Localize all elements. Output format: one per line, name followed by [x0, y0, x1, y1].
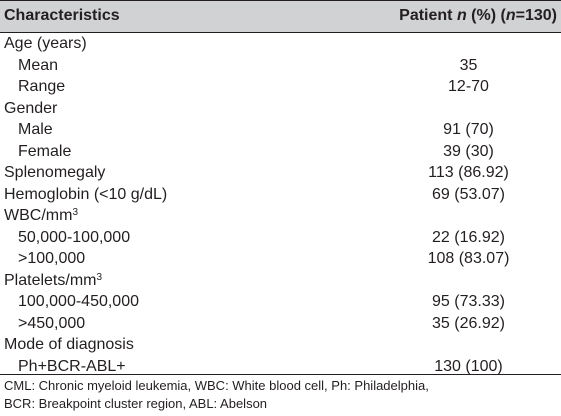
- table-footnote: CML: Chronic myeloid leukemia, WBC: Whit…: [4, 377, 559, 413]
- table-row: >450,000 35 (26.92): [0, 313, 561, 335]
- table-row: Age (years): [0, 33, 561, 55]
- row-label: Platelets/mm3: [4, 270, 102, 292]
- table-row: 50,000-100,000 22 (16.92): [0, 227, 561, 249]
- table-row: Mode of diagnosis: [0, 334, 561, 356]
- row-label: >100,000: [18, 250, 86, 267]
- row-label: Hemoglobin (<10 g/dL): [4, 185, 168, 203]
- row-value: 113 (86.92): [428, 164, 509, 181]
- table-row: >100,000 108 (83.07): [0, 248, 561, 270]
- table-row: Ph+BCR-ABL+ 130 (100): [0, 356, 561, 378]
- row-value: 39 (30): [443, 142, 494, 160]
- header-patient-prefix: Patient: [399, 7, 457, 24]
- row-value: 108 (83.07): [427, 250, 510, 267]
- table-row: Splenomegaly 113 (86.92): [0, 162, 561, 184]
- table-body: Age (years) Mean 35 Range 12-70 Gender Mal…: [0, 33, 561, 377]
- row-label: Splenomegaly: [4, 164, 106, 181]
- row-value: 35: [459, 56, 478, 74]
- table-row: Male 91 (70): [0, 119, 561, 141]
- row-value: 69 (53.07): [432, 185, 505, 203]
- row-label-text: Platelets/mm: [4, 271, 97, 289]
- row-label-text: WBC/mm: [4, 207, 73, 224]
- row-label-sup: 3: [72, 207, 78, 218]
- table-row: Range 12-70: [0, 76, 561, 98]
- table-header: Characteristics Patient n (%) (n=130): [0, 0, 561, 33]
- footnote-line-2: BCR: Breakpoint cluster region, ABL: Abe…: [4, 396, 268, 411]
- table-row: Platelets/mm3: [0, 270, 561, 292]
- row-label-sup: 3: [96, 271, 103, 283]
- row-value: 12-70: [448, 78, 489, 95]
- row-label: Range: [18, 78, 66, 95]
- header-patient: Patient n (%) (n=130): [399, 7, 557, 25]
- row-value: 22 (16.92): [432, 228, 505, 246]
- row-value: 91 (70): [443, 121, 494, 138]
- row-label: 100,000-450,000: [18, 293, 139, 310]
- footnote-line-1: CML: Chronic myeloid leukemia, WBC: Whit…: [4, 378, 429, 393]
- row-value: 95 (73.33): [432, 293, 505, 310]
- row-label: Ph+BCR-ABL+: [18, 357, 126, 375]
- table-row: Female 39 (30): [0, 141, 561, 163]
- table-row: Hemoglobin (<10 g/dL) 69 (53.07): [0, 184, 561, 206]
- table-row: Mean 35: [0, 55, 561, 77]
- table-bottom-rule: [0, 374, 561, 375]
- row-label: 50,000-100,000: [18, 228, 131, 246]
- row-label: Female: [18, 142, 72, 160]
- table-row: 100,000-450,000 95 (73.33): [0, 291, 561, 313]
- row-value: 35 (26.92): [432, 314, 505, 332]
- header-patient-n: n: [456, 7, 467, 24]
- header-characteristics: Characteristics: [4, 7, 120, 24]
- row-label: Gender: [4, 99, 58, 117]
- row-value: 130 (100): [434, 357, 503, 375]
- row-label: Age (years): [4, 35, 87, 52]
- header-patient-mid: (%) (: [466, 7, 506, 24]
- table-row: Gender: [0, 98, 561, 120]
- row-label: Male: [18, 121, 53, 138]
- row-label: Mode of diagnosis: [4, 336, 134, 353]
- header-patient-n2: n: [505, 7, 516, 24]
- row-label: >450,000: [18, 314, 86, 332]
- row-label: WBC/mm3: [4, 205, 78, 227]
- table-row: WBC/mm3: [0, 205, 561, 227]
- row-label: Mean: [18, 56, 59, 74]
- header-patient-suffix: =130): [515, 7, 557, 24]
